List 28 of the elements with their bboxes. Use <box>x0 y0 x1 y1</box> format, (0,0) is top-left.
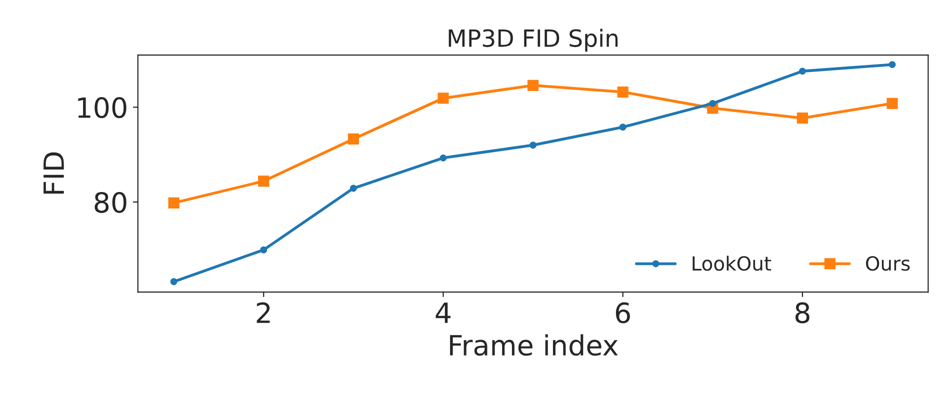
point <box>168 197 180 209</box>
y-axis-title: FID <box>44 152 64 194</box>
y-tick-label: 100 <box>78 97 126 118</box>
point <box>527 80 539 91</box>
point <box>619 124 626 131</box>
point <box>438 92 449 104</box>
point <box>796 112 808 124</box>
chart-title: MP3D FID Spin <box>448 28 618 52</box>
point <box>170 278 178 286</box>
point <box>617 86 628 98</box>
point <box>348 133 359 145</box>
point <box>798 68 806 75</box>
point <box>258 176 270 187</box>
point <box>260 246 268 254</box>
point <box>350 184 357 192</box>
x-tick-label: 8 <box>795 302 810 324</box>
x-tick-label: 2 <box>256 302 270 323</box>
point <box>709 100 716 107</box>
y-tick-label: 80 <box>94 192 126 213</box>
point <box>440 154 447 162</box>
x-tick-label: 6 <box>616 302 630 324</box>
x-tick-label: 4 <box>436 302 451 323</box>
x-axis-title: Frame index <box>450 334 618 356</box>
point <box>886 98 898 109</box>
point <box>888 61 896 68</box>
legend-label: LookOut <box>692 256 772 271</box>
point <box>530 142 537 149</box>
legend-label: Ours <box>866 256 910 271</box>
